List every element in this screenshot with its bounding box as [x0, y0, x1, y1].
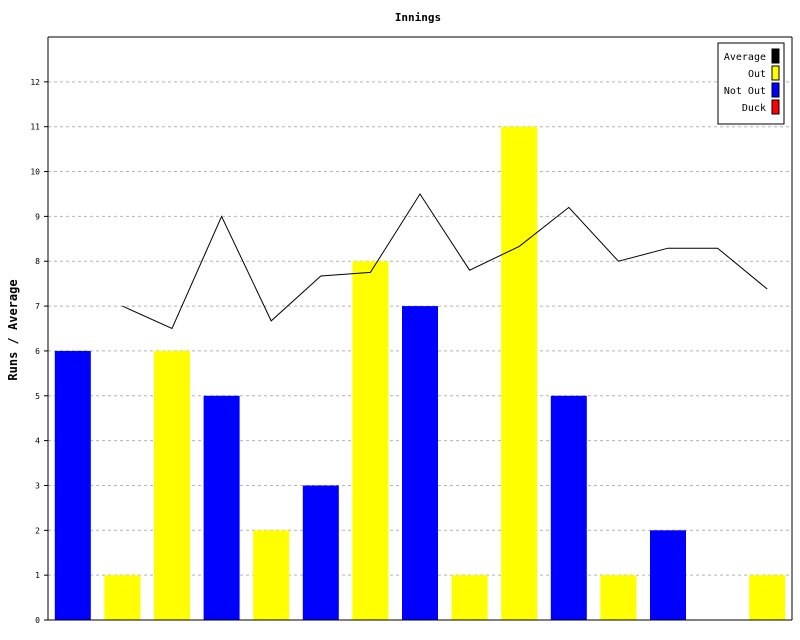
- legend-label: Duck: [742, 103, 766, 114]
- bar: [253, 530, 290, 620]
- legend-label: Not Out: [724, 86, 766, 97]
- legend-label: Average: [724, 52, 766, 63]
- bar: [650, 530, 686, 620]
- average-line: [122, 193, 768, 330]
- bar: [550, 395, 587, 620]
- chart-title: Innings: [395, 11, 441, 24]
- legend-swatch: [771, 65, 780, 81]
- y-tick-label: 9: [35, 212, 40, 221]
- legend-label: Out: [748, 69, 766, 80]
- bar: [352, 261, 389, 620]
- bars: [54, 126, 786, 620]
- legend-swatch: [771, 82, 780, 98]
- y-tick-label: 11: [30, 123, 40, 132]
- y-tick-label: 8: [35, 257, 40, 266]
- y-tick-label: 2: [35, 526, 40, 535]
- y-axis-label: Runs / Average: [6, 279, 20, 380]
- bar: [600, 575, 637, 620]
- y-tick-label: 5: [35, 392, 40, 401]
- y-tick-label: 1: [35, 571, 40, 580]
- bar: [451, 575, 488, 620]
- y-tick-label: 7: [35, 302, 40, 311]
- y-tick-label: 6: [35, 347, 40, 356]
- y-tick-label: 12: [30, 78, 40, 87]
- bar: [104, 575, 141, 620]
- y-tick-label: 3: [35, 481, 40, 490]
- legend-swatch: [771, 99, 780, 115]
- y-tick-label: 4: [35, 437, 40, 446]
- bar: [54, 350, 91, 620]
- bar: [749, 575, 786, 620]
- y-tick-label: 0: [35, 616, 40, 625]
- legend-swatch: [771, 48, 780, 64]
- axes: [47, 36, 793, 621]
- bar: [203, 395, 240, 620]
- bar: [501, 126, 538, 620]
- bar: [402, 306, 438, 620]
- legend: Average Out Not Out Duck: [717, 42, 785, 125]
- average-series: [122, 193, 768, 330]
- bar: [302, 485, 339, 620]
- y-tick-label: 10: [30, 168, 40, 177]
- bar: [154, 350, 190, 620]
